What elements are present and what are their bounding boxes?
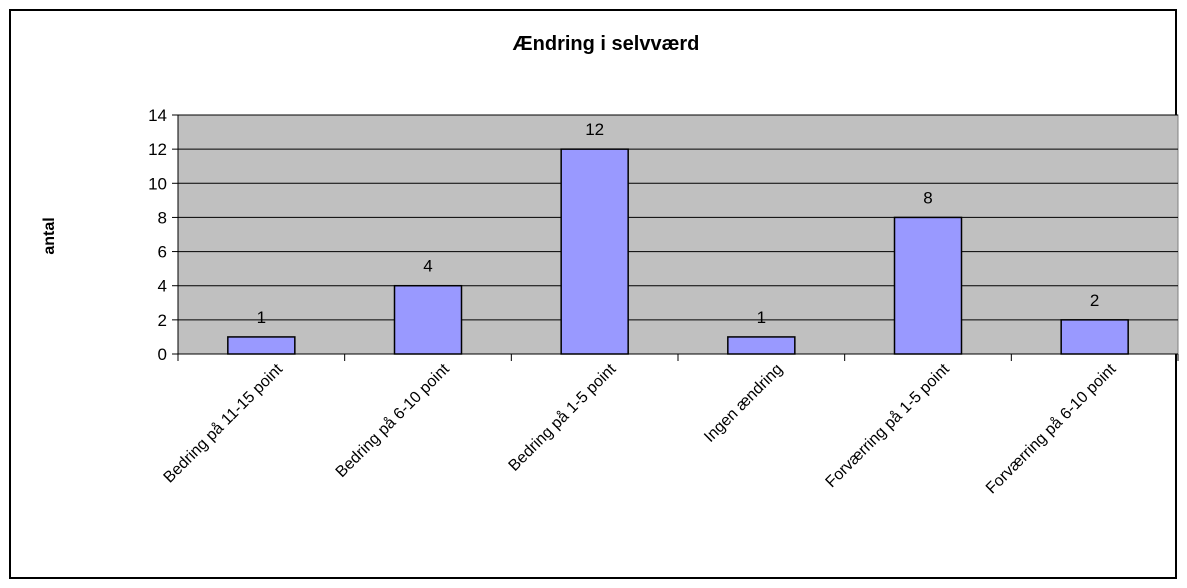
y-tick-label: 0 (158, 345, 167, 364)
y-tick-label: 10 (148, 174, 167, 193)
x-category-label: Bedring på 11-15 point (160, 360, 287, 487)
y-tick-label: 12 (148, 140, 167, 159)
y-axis-label: antal (41, 217, 58, 254)
y-tick-label: 6 (158, 243, 167, 262)
bar (893, 216, 963, 355)
data-label: 12 (585, 120, 604, 139)
x-category-label: Forværring på 6-10 point (982, 360, 1120, 498)
y-tick-label: 4 (158, 277, 167, 296)
y-tick-label: 14 (148, 106, 167, 125)
data-label: 2 (1090, 291, 1099, 310)
bar (227, 336, 296, 355)
data-label: 1 (257, 308, 266, 327)
bar (393, 284, 463, 355)
bar (560, 148, 629, 355)
x-category-label: Ingen ændring (701, 361, 786, 446)
bar (1060, 319, 1129, 355)
plot-background (177, 114, 1179, 355)
data-label: 1 (757, 308, 766, 327)
x-category-label: Bedring på 1-5 point (505, 360, 620, 475)
y-tick-label: 8 (158, 208, 167, 227)
data-label: 4 (423, 257, 432, 276)
chart-title: Ændring i selvværd (513, 33, 700, 55)
data-label: 8 (923, 188, 932, 207)
y-tick-label: 2 (158, 311, 167, 330)
x-category-label: Bedring på 6-10 point (332, 360, 453, 481)
x-category-label: Forværring på 1-5 point (822, 360, 953, 491)
bar (727, 336, 796, 355)
